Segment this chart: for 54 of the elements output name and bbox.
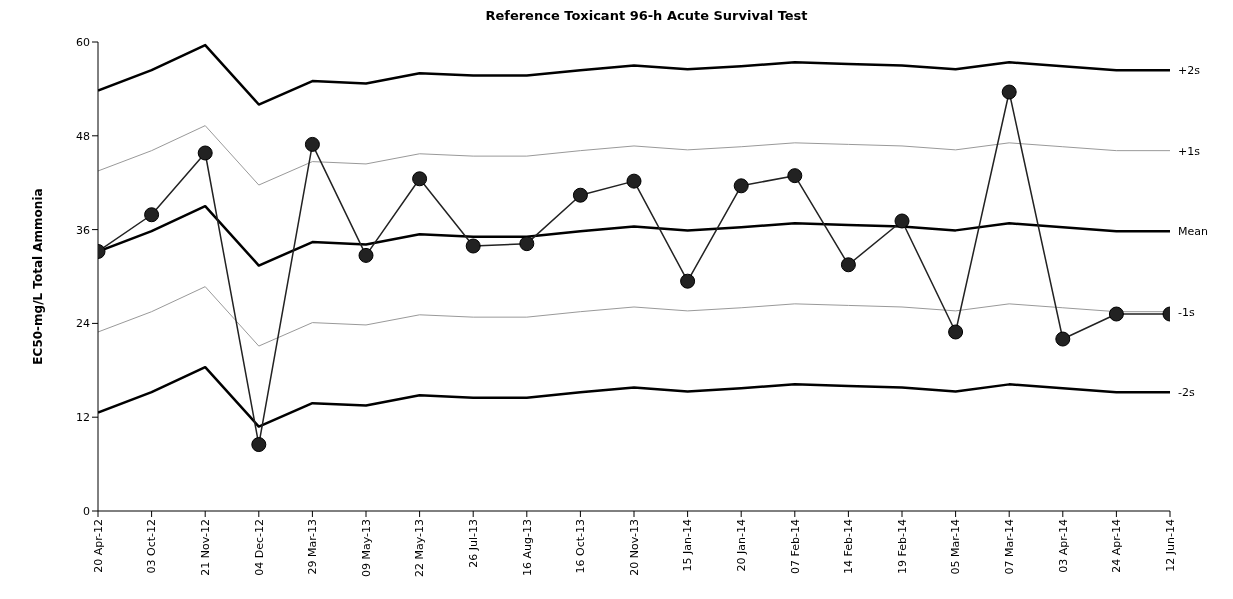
point [304, 136, 320, 152]
x-tick-label: 22 May-13 [413, 519, 427, 578]
x-tick-label: 03 Oct-12 [145, 519, 159, 574]
x-tick-label: 07 Feb-14 [788, 519, 802, 574]
point [251, 437, 267, 453]
series-label: +1s [1178, 144, 1201, 158]
x-tick-label: 05 Mar-14 [949, 519, 963, 575]
point [144, 207, 160, 223]
y-tick-label: 36 [76, 223, 90, 237]
chart-title: Reference Toxicant 96-h Acute Survival Test [484, 8, 809, 25]
y-tick-label: 48 [76, 129, 90, 143]
x-tick-label: 07 Mar-14 [1003, 519, 1017, 575]
point [465, 238, 481, 254]
x-tick-label: 26 Jul-13 [467, 519, 481, 568]
point [412, 171, 428, 187]
y-axis-title: EC50-mg/L Total Ammonia [31, 188, 46, 365]
point [787, 168, 803, 184]
point [1108, 306, 1124, 322]
series-label: +2s [1178, 64, 1201, 78]
line-series [98, 125, 1170, 186]
point [840, 257, 856, 273]
point [894, 213, 910, 229]
x-tick-label: 09 May-13 [359, 519, 373, 578]
series-label: -2s [1178, 386, 1195, 400]
point [519, 236, 535, 252]
point [572, 187, 588, 203]
point [1055, 331, 1071, 347]
point [733, 178, 749, 194]
x-tick-label: 19 Feb-14 [895, 519, 909, 574]
x-tick-label: 29 Mar-13 [306, 519, 320, 575]
x-tick-label: 20 Jan-14 [735, 519, 749, 572]
x-tick-label: 20 Nov-13 [627, 519, 641, 576]
point [358, 247, 374, 263]
series-label: Mean [1178, 225, 1208, 239]
x-tick-label: 15 Jan-14 [681, 519, 695, 572]
point [197, 145, 213, 161]
x-tick-label: 16 Aug-13 [520, 519, 534, 576]
point [948, 324, 964, 340]
x-tick-label: 24 Apr-14 [1110, 519, 1124, 573]
x-tick-label: 20 Apr-12 [91, 519, 105, 573]
y-tick-label: 12 [76, 411, 90, 425]
y-tick-label: 60 [76, 35, 90, 49]
series-label: -1s [1178, 305, 1195, 319]
point [1001, 84, 1017, 100]
point [680, 273, 696, 289]
y-tick-label: 0 [83, 504, 90, 518]
x-tick-label: 04 Dec-12 [252, 519, 266, 576]
y-tick-label: 24 [76, 317, 90, 331]
point [626, 173, 642, 189]
x-tick-label: 21 Nov-12 [199, 519, 213, 576]
x-tick-label: 16 Oct-13 [574, 519, 588, 574]
x-tick-label: 12 Jun-14 [1163, 519, 1177, 572]
x-tick-label: 03 Apr-14 [1056, 519, 1070, 573]
x-tick-label: 14 Feb-14 [842, 519, 856, 574]
